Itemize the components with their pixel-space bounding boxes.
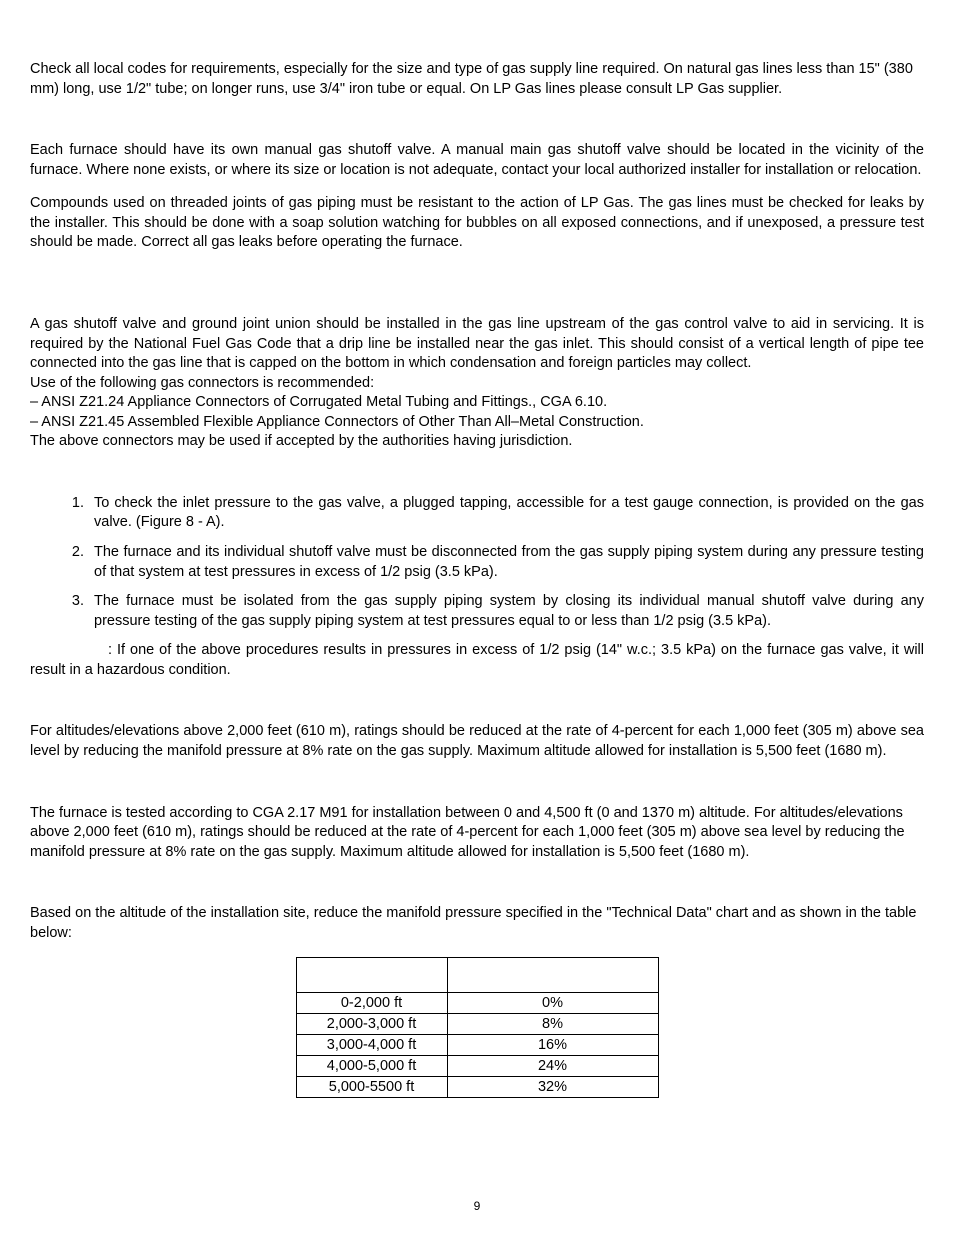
paragraph-table-intro: Based on the altitude of the installatio… <box>30 904 924 943</box>
paragraph-shutoff: Each furnace should have its own manual … <box>30 141 924 180</box>
list-item: The furnace and its individual shutoff v… <box>88 543 924 582</box>
table-row: 4,000-5,000 ft 24% <box>296 1056 658 1077</box>
spacer <box>30 694 924 722</box>
paragraph-union: A gas shutoff valve and ground joint uni… <box>30 315 924 374</box>
table-cell: 8% <box>447 1014 658 1035</box>
paragraph-connectors-intro: Use of the following gas connectors is r… <box>30 374 924 394</box>
spacer <box>30 113 924 141</box>
page-number: 9 <box>0 1199 954 1213</box>
paragraph-altitude-2: The furnace is tested according to CGA 2… <box>30 804 924 863</box>
paragraph-codes: Check all local codes for requirements, … <box>30 60 924 99</box>
paragraph-altitude-1: For altitudes/elevations above 2,000 fee… <box>30 722 924 761</box>
spacer <box>30 876 924 904</box>
table-cell: 24% <box>447 1056 658 1077</box>
paragraph-connectors-note: The above connectors may be used if acce… <box>30 432 924 452</box>
paragraph-ansi-2: – ANSI Z21.45 Assembled Flexible Applian… <box>30 413 924 433</box>
paragraph-warning: : If one of the above procedures results… <box>30 641 924 680</box>
table-row: 3,000-4,000 ft 16% <box>296 1035 658 1056</box>
spacer <box>30 466 924 494</box>
table-row: 0-2,000 ft 0% <box>296 993 658 1014</box>
document-page: Check all local codes for requirements, … <box>0 0 954 1235</box>
table-cell: 4,000-5,000 ft <box>296 1056 447 1077</box>
table-row: 5,000-5500 ft 32% <box>296 1077 658 1098</box>
table-header-cell <box>447 958 658 993</box>
table-cell: 2,000-3,000 ft <box>296 1014 447 1035</box>
list-item: To check the inlet pressure to the gas v… <box>88 494 924 533</box>
table-header-row <box>296 958 658 993</box>
altitude-table: 0-2,000 ft 0% 2,000-3,000 ft 8% 3,000-4,… <box>296 957 659 1098</box>
table-header-cell <box>296 958 447 993</box>
spacer <box>30 776 924 804</box>
paragraph-compounds: Compounds used on threaded joints of gas… <box>30 194 924 253</box>
table-cell: 3,000-4,000 ft <box>296 1035 447 1056</box>
table-row: 2,000-3,000 ft 8% <box>296 1014 658 1035</box>
list-item: The furnace must be isolated from the ga… <box>88 592 924 631</box>
spacer <box>30 267 924 315</box>
table-cell: 16% <box>447 1035 658 1056</box>
table-cell: 0-2,000 ft <box>296 993 447 1014</box>
table-cell: 5,000-5500 ft <box>296 1077 447 1098</box>
warning-text: : If one of the above procedures results… <box>30 642 924 678</box>
paragraph-ansi-1: – ANSI Z21.24 Appliance Connectors of Co… <box>30 393 924 413</box>
numbered-list: To check the inlet pressure to the gas v… <box>30 494 924 631</box>
table-cell: 32% <box>447 1077 658 1098</box>
table-cell: 0% <box>447 993 658 1014</box>
